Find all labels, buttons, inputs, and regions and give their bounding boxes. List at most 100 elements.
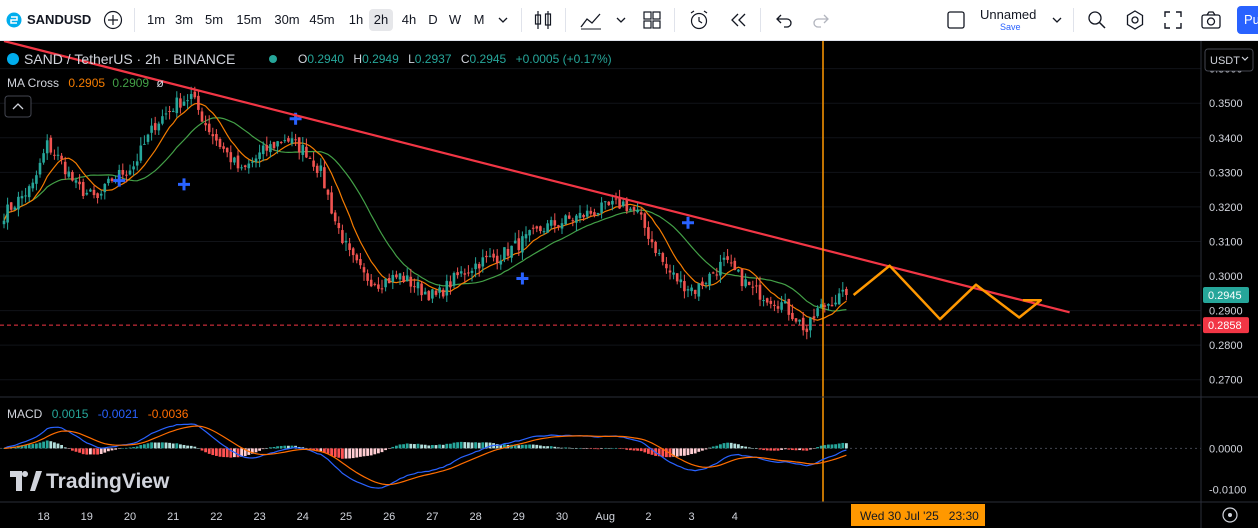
macd-histogram-bar xyxy=(794,448,798,451)
legend-collapse-button[interactable] xyxy=(4,95,32,118)
candle-body xyxy=(143,143,146,145)
candle-body xyxy=(17,196,20,210)
price-tick-label: 0.3500 xyxy=(1209,98,1243,110)
indicators-icon[interactable] xyxy=(579,10,603,30)
macd-legend: MACD 0.0015 -0.0021 -0.0036 xyxy=(7,407,189,421)
macd-histogram-bar xyxy=(715,445,719,449)
candle xyxy=(438,284,441,299)
interval-2h[interactable]: 2h xyxy=(369,9,393,31)
open-value: 0.2940 xyxy=(307,52,344,66)
currency-label: USDT xyxy=(1210,55,1240,67)
settings-gear-icon[interactable] xyxy=(1124,9,1146,31)
goto-date-button[interactable] xyxy=(1222,507,1238,523)
candle-body xyxy=(182,101,186,106)
projection-path[interactable] xyxy=(852,264,1043,321)
candle xyxy=(215,129,218,146)
macd-histogram-bar xyxy=(229,448,233,458)
publish-button[interactable]: Pu xyxy=(1237,6,1258,34)
time-tick-label: Aug xyxy=(595,511,615,523)
interval-1m[interactable]: 1m xyxy=(146,12,166,27)
candle xyxy=(233,156,236,166)
chevron-down-icon[interactable] xyxy=(497,14,509,26)
macd-histogram-bar xyxy=(211,448,215,456)
time-axis[interactable]: 18 19 20 21 22 23 24 25 26 27 28 29 30 Aug 2 3 4 xyxy=(37,511,737,523)
candle-body xyxy=(218,138,222,148)
interval-1h[interactable]: 1h xyxy=(348,12,364,27)
candle xyxy=(679,271,683,288)
candle xyxy=(456,267,459,279)
layouts-icon[interactable] xyxy=(642,10,662,30)
candle xyxy=(762,295,765,307)
symbol-search-button[interactable]: SANDUSD xyxy=(27,12,92,27)
quick-search-icon[interactable] xyxy=(1086,9,1108,31)
chevron-down-icon[interactable] xyxy=(1051,14,1063,26)
candles-chart-type-icon[interactable] xyxy=(533,9,553,31)
candle-body xyxy=(236,155,240,169)
candle xyxy=(654,240,657,257)
interval-5m[interactable]: 5m xyxy=(204,12,224,27)
add-symbol-icon[interactable] xyxy=(103,10,123,30)
ma-cross-name[interactable]: MA Cross xyxy=(7,76,59,90)
candle xyxy=(769,296,773,309)
high-value: 0.2949 xyxy=(362,52,399,66)
interval-d[interactable]: D xyxy=(428,12,438,27)
fullscreen-icon[interactable] xyxy=(1163,10,1183,30)
redo-icon[interactable] xyxy=(812,11,830,29)
macd-histogram-bar xyxy=(744,446,747,449)
snapshot-camera-icon[interactable] xyxy=(1200,10,1222,30)
layout-name[interactable]: Unnamed xyxy=(980,7,1037,22)
candle-body xyxy=(841,289,845,292)
candle-body xyxy=(168,110,171,112)
candle xyxy=(477,261,481,277)
macd-histogram-bar xyxy=(200,448,204,451)
layout-checkbox-icon[interactable] xyxy=(946,10,966,30)
drawings[interactable] xyxy=(0,41,1201,502)
macd-histogram-bar xyxy=(243,448,247,457)
save-button[interactable]: Save xyxy=(1000,22,1021,32)
candle xyxy=(391,270,395,290)
candle xyxy=(474,257,477,278)
macd-histogram-bar xyxy=(215,448,218,456)
macd-histogram-bar xyxy=(553,446,557,449)
alert-icon[interactable] xyxy=(688,9,710,31)
macd-name[interactable]: MACD xyxy=(7,407,43,421)
candle xyxy=(265,136,269,157)
candle xyxy=(780,295,783,313)
macd-histogram-bar xyxy=(207,448,211,454)
interval-4h[interactable]: 4h xyxy=(401,12,417,27)
candle xyxy=(369,274,373,288)
interval-30m[interactable]: 30m xyxy=(274,12,300,27)
candle xyxy=(765,297,769,306)
macd-histogram-bar xyxy=(585,448,589,449)
interval-m[interactable]: M xyxy=(473,12,485,27)
price-axis[interactable]: 0.36000.35000.34000.33000.32000.31000.30… xyxy=(1203,64,1249,497)
candle xyxy=(89,188,92,192)
candle-body xyxy=(603,201,607,203)
macd-histogram-bar xyxy=(546,446,549,449)
macd-histogram-bar xyxy=(402,444,405,449)
candle xyxy=(643,212,647,236)
interval-w[interactable]: W xyxy=(448,12,462,27)
macd-histogram-bar xyxy=(405,443,409,449)
macd-histogram-bar xyxy=(348,448,351,459)
chart-area[interactable]: 0.36000.35000.34000.33000.32000.31000.30… xyxy=(0,41,1258,528)
interval-15m[interactable]: 15m xyxy=(236,12,262,27)
candle xyxy=(398,272,402,285)
macd-histogram-bar xyxy=(488,442,492,449)
undo-icon[interactable] xyxy=(775,11,793,29)
candle-body xyxy=(787,298,791,315)
replay-icon[interactable] xyxy=(728,10,748,30)
candle xyxy=(17,191,20,217)
currency-selector[interactable]: USDT xyxy=(1204,48,1254,72)
legend-title[interactable]: SAND / TetherUS · 2h · BINANCE xyxy=(24,51,235,67)
candle-body xyxy=(578,212,582,218)
candle xyxy=(103,183,107,200)
candle-body xyxy=(431,289,434,299)
candle xyxy=(557,224,560,231)
chevron-down-icon[interactable] xyxy=(615,14,627,26)
candle-body xyxy=(654,241,657,253)
macd-histogram-bar xyxy=(409,443,413,449)
interval-45m[interactable]: 45m xyxy=(309,12,335,27)
candle xyxy=(578,205,582,223)
interval-3m[interactable]: 3m xyxy=(174,12,194,27)
